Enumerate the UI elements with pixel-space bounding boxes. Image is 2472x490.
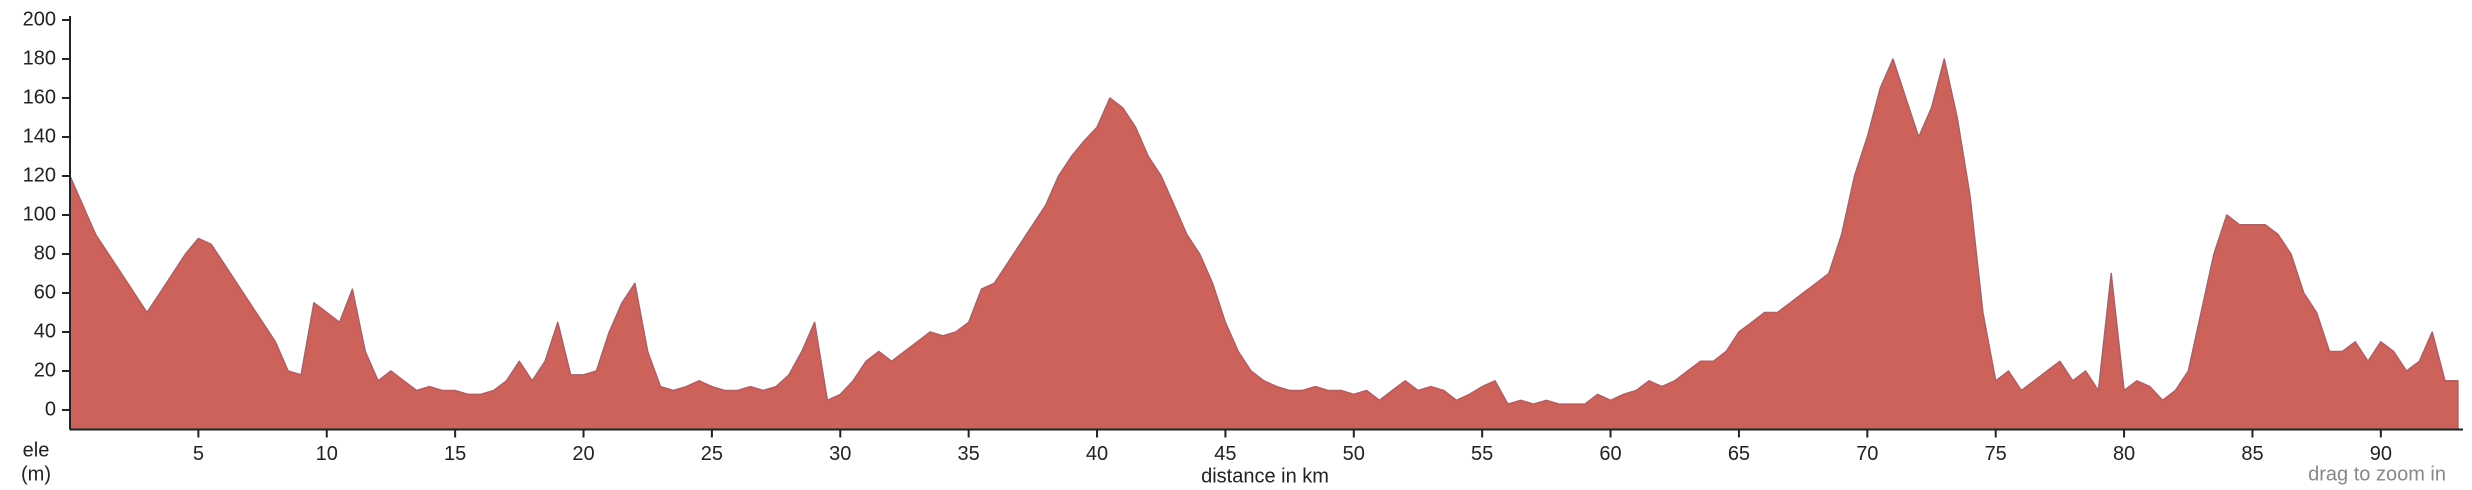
x-tick-label: 15	[444, 443, 466, 465]
x-tick-label: 45	[1214, 443, 1236, 465]
x-tick-label: 10	[316, 443, 338, 465]
x-tick-label: 35	[958, 443, 980, 465]
x-tick-label: 50	[1343, 443, 1365, 465]
x-axis-label: distance in km	[1201, 465, 1329, 487]
x-tick-label: 85	[2241, 443, 2263, 465]
x-tick-label: 40	[1086, 443, 1108, 465]
x-tick-label: 90	[2370, 443, 2392, 465]
x-tick-label: 20	[572, 443, 594, 465]
y-tick-label: 120	[23, 164, 56, 186]
x-tick-label: 75	[1985, 443, 2007, 465]
y-tick-label: 100	[23, 203, 56, 225]
x-tick-label: 5	[193, 443, 204, 465]
x-tick-label: 25	[701, 443, 723, 465]
y-tick-label: 20	[34, 359, 56, 381]
y-tick-label: 0	[45, 398, 56, 420]
x-tick-label: 70	[1856, 443, 1878, 465]
y-tick-label: 40	[34, 320, 56, 342]
zoom-hint: drag to zoom in	[2308, 463, 2446, 485]
y-tick-label: 140	[23, 125, 56, 147]
y-axis-label: ele	[23, 439, 50, 461]
x-tick-label: 65	[1728, 443, 1750, 465]
y-axis-label: (m)	[21, 463, 51, 485]
x-tick-label: 60	[1599, 443, 1621, 465]
x-tick-label: 30	[829, 443, 851, 465]
y-tick-label: 180	[23, 47, 56, 69]
y-tick-label: 160	[23, 86, 56, 108]
y-tick-label: 80	[34, 242, 56, 264]
y-tick-label: 60	[34, 281, 56, 303]
x-tick-label: 55	[1471, 443, 1493, 465]
y-tick-label: 200	[23, 8, 56, 30]
elevation-area	[69, 58, 2459, 431]
x-tick-label: 80	[2113, 443, 2135, 465]
